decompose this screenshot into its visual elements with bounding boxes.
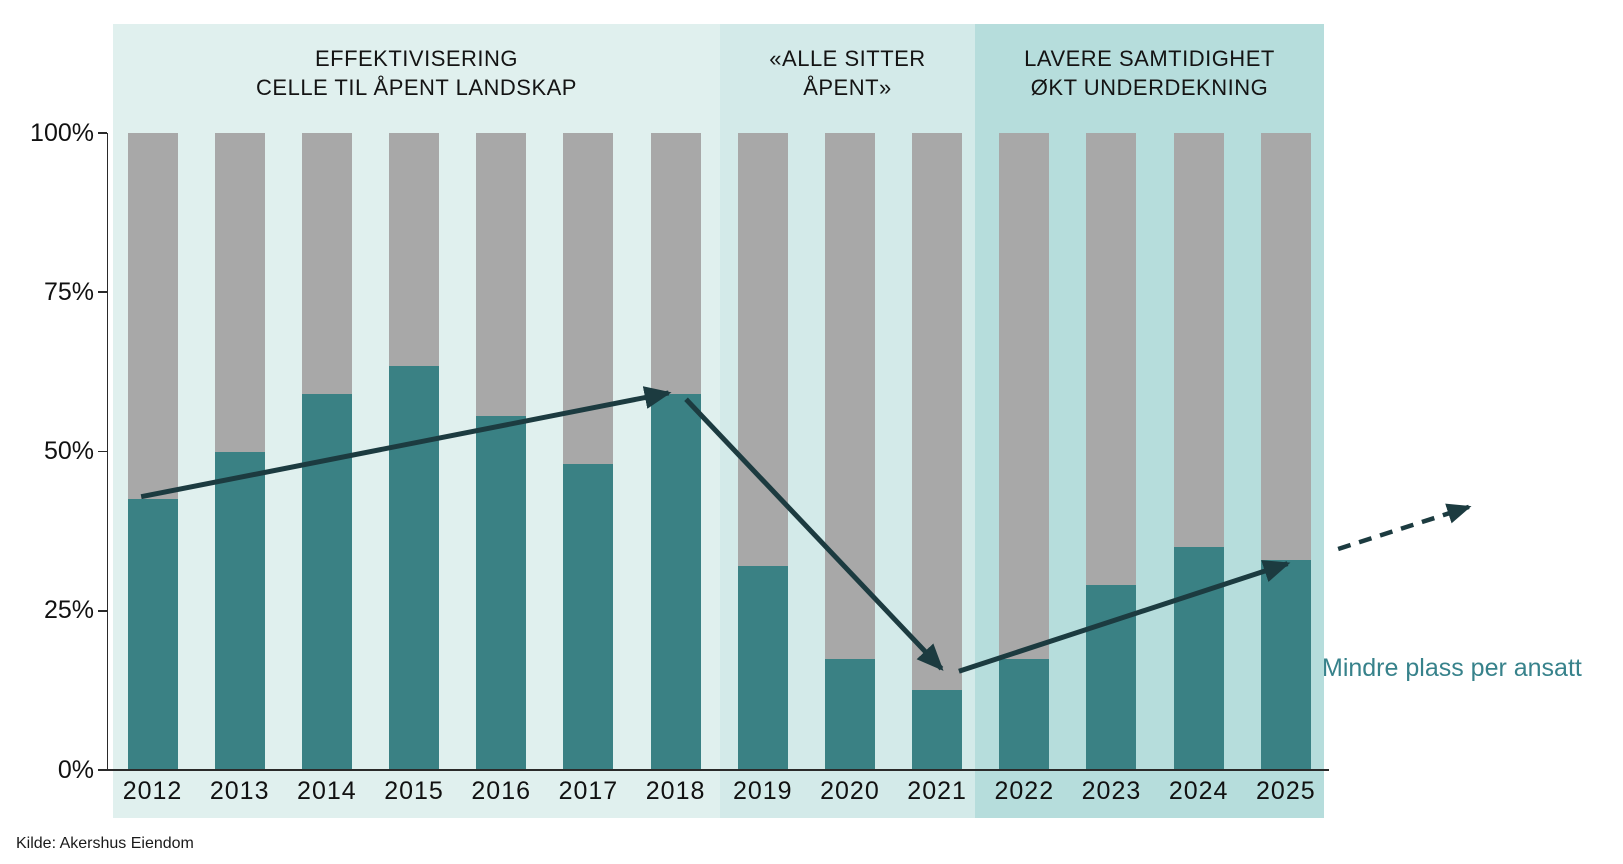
x-axis-label-2017: 2017: [558, 777, 619, 805]
bar-teal-segment: [737, 566, 788, 770]
bar-2017: [563, 133, 614, 770]
bar-2020: [824, 133, 875, 770]
bar-teal-segment: [127, 499, 178, 770]
y-axis-label: 75%: [43, 277, 94, 306]
y-axis-tick: [98, 450, 107, 453]
x-axis-label-2018: 2018: [645, 777, 706, 805]
x-axis-label-2023: 2023: [1081, 777, 1142, 805]
y-axis-label: 50%: [43, 437, 94, 465]
phase-band-label: LAVERE SAMTIDIGHET ØKT UNDERDEKNING: [1024, 46, 1275, 100]
y-axis-line: [106, 133, 109, 771]
bar-teal-segment: [214, 451, 265, 770]
y-axis-label: 25%: [43, 596, 94, 625]
bar-2013: [214, 133, 265, 770]
bar-teal-segment: [650, 394, 701, 770]
y-axis-tick: [98, 609, 107, 612]
trend-arrow-2: [684, 397, 944, 671]
y-axis-tick: [98, 132, 107, 134]
x-axis-label-2024: 2024: [1168, 777, 1229, 805]
source-note: Kilde: Akershus Eiendom: [16, 835, 194, 852]
x-axis-label-2021: 2021: [907, 777, 967, 805]
y-axis-label: 100%: [30, 118, 94, 147]
bar-2025: [1260, 133, 1311, 770]
x-axis-label-2015: 2015: [384, 777, 444, 805]
x-axis-label-2014: 2014: [297, 777, 357, 805]
trend-arrow-1: [140, 386, 672, 500]
bar-teal-segment: [1173, 547, 1224, 770]
phase-band-label: «ALLE SITTER ÅPENT»: [769, 46, 926, 100]
bar-teal-segment: [476, 416, 527, 770]
bar-teal-segment: [824, 658, 875, 770]
dashed-trend-arrow-4: [1337, 503, 1472, 552]
x-axis-label-2019: 2019: [732, 777, 793, 805]
bar-teal-segment: [912, 690, 963, 770]
bar-2012: [127, 133, 178, 770]
bar-2015: [389, 133, 440, 770]
bar-2014: [301, 133, 352, 770]
phase-band-label: EFFEKTIVISERING CELLE TIL ÅPENT LANDSKAP: [256, 46, 577, 100]
x-axis-label-2020: 2020: [820, 777, 880, 805]
x-axis-label-2025: 2025: [1256, 777, 1316, 805]
x-axis-label-2013: 2013: [209, 777, 270, 805]
annotation-mindre-plass: Mindre plass per ansatt: [1322, 654, 1582, 682]
bar-teal-segment: [389, 365, 440, 770]
bar-2018: [650, 133, 701, 770]
bar-2024: [1173, 133, 1224, 770]
x-axis-label-2022: 2022: [994, 777, 1055, 805]
bar-teal-segment: [563, 464, 614, 770]
bar-2022: [999, 133, 1050, 770]
y-axis-label: 0%: [57, 755, 94, 784]
bar-2019: [737, 133, 788, 770]
y-axis-tick: [98, 291, 107, 294]
x-axis-label-2012: 2012: [122, 777, 183, 805]
y-axis-tick: [98, 769, 107, 771]
trend-arrow-3: [958, 560, 1291, 674]
bar-teal-segment: [1260, 559, 1311, 770]
x-axis-line: [106, 769, 1329, 771]
bar-2016: [476, 133, 527, 770]
bar-teal-segment: [999, 658, 1050, 770]
x-axis-label-2016: 2016: [471, 777, 532, 805]
